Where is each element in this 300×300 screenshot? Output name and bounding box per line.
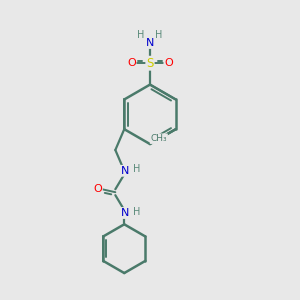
Text: O: O [164,58,173,68]
Text: S: S [146,57,154,70]
Text: N: N [121,208,129,218]
Text: N: N [146,38,154,48]
Text: H: H [133,164,140,174]
Text: O: O [127,58,136,68]
Text: CH₃: CH₃ [151,134,167,143]
Text: H: H [133,206,140,217]
Text: O: O [93,184,102,194]
Text: H: H [137,30,145,40]
Text: H: H [155,30,163,40]
Text: N: N [121,166,129,176]
